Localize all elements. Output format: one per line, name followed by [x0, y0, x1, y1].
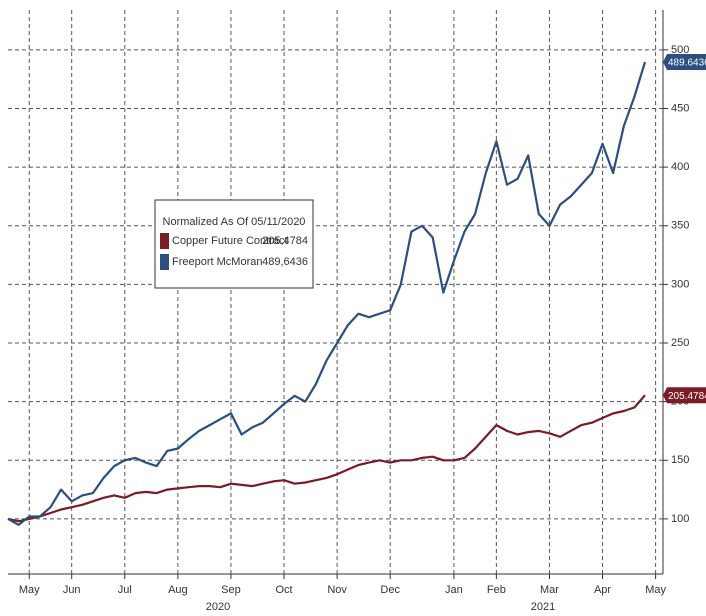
x-tick-label: Nov [327, 584, 347, 596]
value-tag [663, 54, 706, 71]
x-tick-label: Sep [221, 584, 241, 596]
x-tick-label: Jun [63, 584, 81, 596]
legend-title: Normalized As Of 05/11/2020 [163, 216, 306, 228]
legend-label: Copper Future Contract [172, 235, 288, 247]
legend: Normalized As Of 05/11/2020 Copper Future… [154, 199, 314, 289]
x-tick-label: Jul [118, 584, 132, 596]
legend-box [154, 199, 314, 289]
value-tag-label: 489.6436 [668, 58, 706, 69]
y-tick-label: 500 [671, 44, 689, 56]
legend-swatch [160, 254, 169, 270]
legend-value: 489,6436 [262, 256, 308, 268]
y-tick-label: 150 [671, 454, 689, 466]
value-tag [663, 387, 706, 404]
y-tick-label: 250 [671, 337, 689, 349]
series-line [7, 394, 646, 523]
y-tick-label: 400 [671, 161, 689, 173]
series-line [7, 61, 647, 526]
y-tick-label: 450 [671, 102, 689, 114]
x-tick-label: Dec [380, 584, 400, 596]
x-tick-label: Oct [275, 584, 292, 596]
legend-value: 205,4784 [262, 235, 308, 247]
x-tick-label: May [19, 584, 40, 596]
legend-label: Freeport McMoran [172, 256, 262, 268]
x-tick-label: Aug [168, 584, 188, 596]
x-tick-label: Apr [594, 584, 611, 596]
value-tag-label: 205.4784 [668, 391, 706, 402]
x-tick-label: Mar [540, 584, 559, 596]
x-tick-label: Feb [487, 584, 506, 596]
y-tick-label: 350 [671, 220, 689, 232]
y-tick-label: 300 [671, 278, 689, 290]
x-tick-label: Jan [445, 584, 463, 596]
x-tick-label: May [645, 584, 666, 596]
year-label: 2020 [206, 601, 230, 613]
year-label: 2021 [531, 601, 555, 613]
legend-swatch [160, 233, 169, 249]
y-tick-label: 100 [671, 513, 689, 525]
